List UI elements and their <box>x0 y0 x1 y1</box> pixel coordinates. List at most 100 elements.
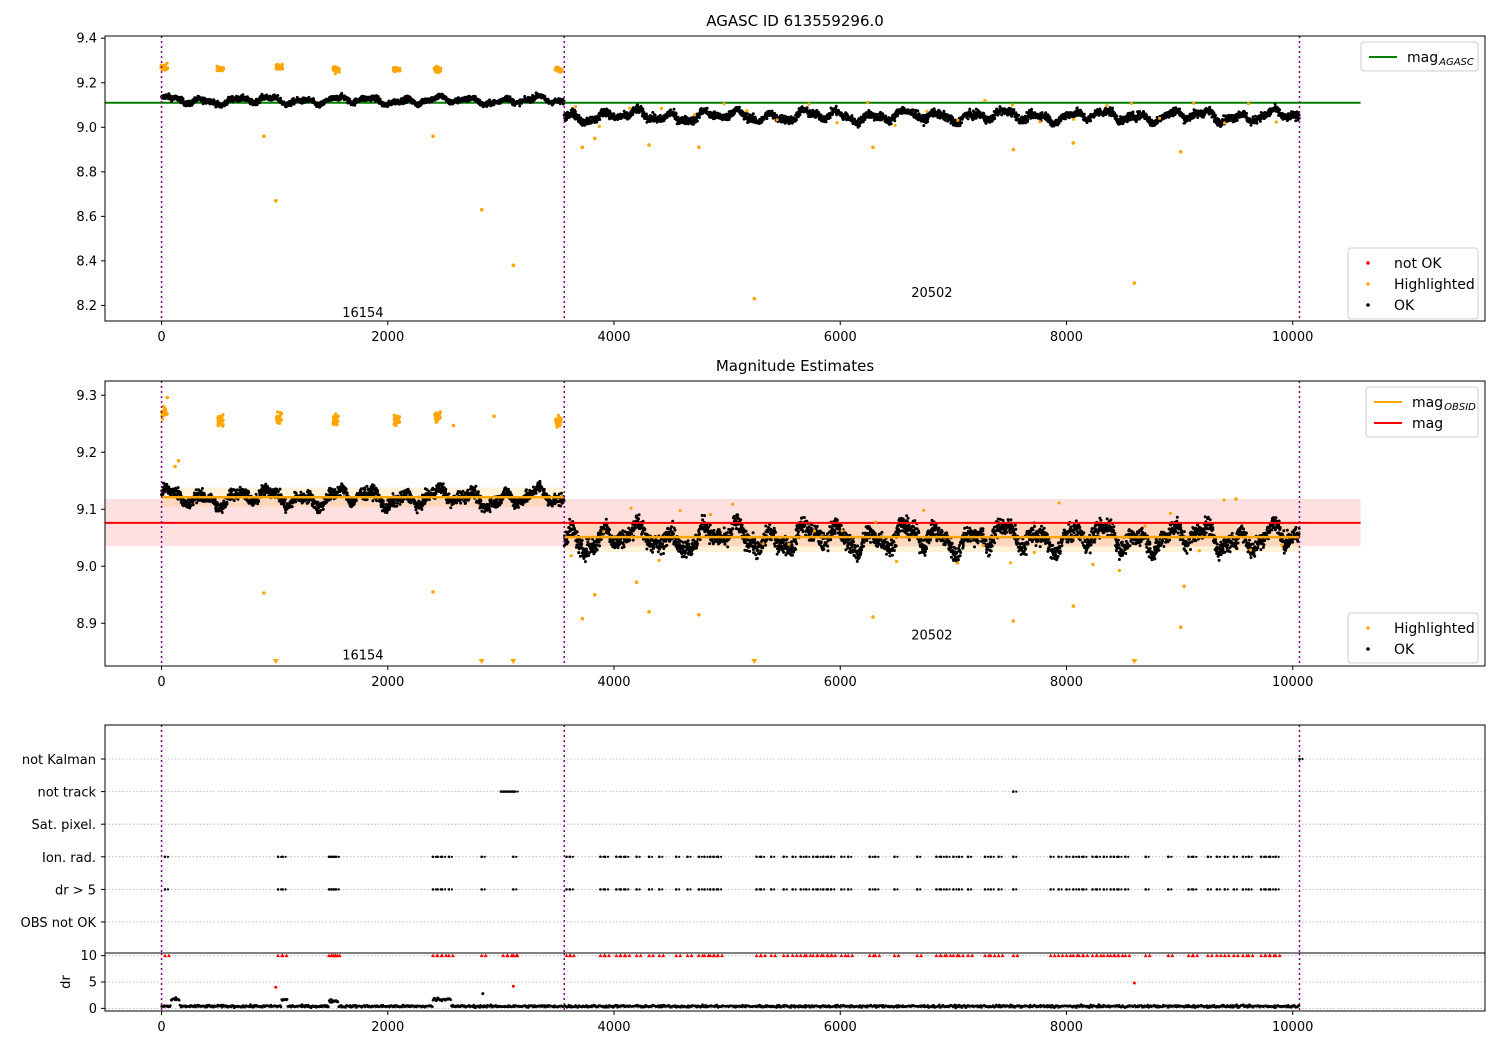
highlighted-point <box>558 70 563 74</box>
x-tick-label: 4000 <box>597 330 630 345</box>
highlighted-point <box>1129 101 1133 105</box>
highlighted-point <box>925 109 929 113</box>
highlighted-point <box>956 118 960 122</box>
ok-point <box>1178 107 1182 111</box>
ok-point <box>1278 108 1282 112</box>
highlighted-point <box>835 121 839 125</box>
ok-point <box>1245 111 1248 115</box>
ok-point <box>598 118 602 121</box>
ok-point <box>1131 110 1135 114</box>
ok-point <box>1030 107 1033 111</box>
ok-point <box>176 486 180 490</box>
ok-point <box>922 124 926 128</box>
ok-point <box>917 113 921 117</box>
highlighted-point <box>433 66 437 70</box>
ok-point <box>573 110 577 114</box>
highlighted-point <box>1158 116 1162 120</box>
ok-point <box>916 109 920 113</box>
obsid-annotation: 20502 <box>911 286 952 301</box>
ok-point <box>751 112 755 116</box>
ok-point <box>960 121 964 125</box>
ok-point <box>1110 106 1114 110</box>
ok-point <box>966 117 970 121</box>
ok-point <box>276 94 280 97</box>
ok-point <box>669 108 672 112</box>
highlighted-outlier <box>431 134 435 138</box>
highlighted-point <box>436 66 441 70</box>
ok-point <box>1213 113 1217 117</box>
ok-point <box>1208 105 1212 109</box>
ok-point <box>473 95 477 98</box>
ok-point <box>926 117 930 121</box>
ok-point <box>798 113 802 117</box>
ok-point <box>697 116 701 119</box>
highlighted-outlier <box>580 145 585 150</box>
highlighted-point <box>1247 102 1251 106</box>
highlighted-outlier <box>274 199 278 203</box>
legend-label-subscript: AGASC <box>1438 57 1474 68</box>
ok-point <box>674 112 678 116</box>
legend-dot-swatch <box>1366 282 1370 286</box>
ok-point <box>993 116 997 120</box>
legend-dot-swatch <box>1366 303 1370 307</box>
highlighted-point <box>866 100 870 104</box>
ok-point <box>571 107 574 111</box>
ok-point <box>241 93 245 97</box>
highlighted-point <box>1038 120 1042 124</box>
ok-point <box>695 119 699 123</box>
highlighted-point <box>983 99 987 103</box>
highlighted-point <box>437 70 441 74</box>
ok-point <box>1249 123 1253 127</box>
x-tick-label: 6000 <box>824 330 857 345</box>
ok-point <box>257 101 261 105</box>
highlighted-outlier <box>262 134 266 138</box>
x-tick-label: 10000 <box>1272 330 1313 345</box>
ok-point <box>653 113 657 117</box>
highlighted-point <box>215 64 219 68</box>
highlighted-point <box>745 109 749 113</box>
y-tick-label: 9.0 <box>76 121 97 136</box>
ok-point <box>1017 113 1021 117</box>
ok-point <box>893 119 897 123</box>
x-tick-label: 8000 <box>1050 330 1083 345</box>
highlighted-point <box>332 67 336 71</box>
ok-point <box>858 124 862 128</box>
highlighted-point <box>775 118 779 122</box>
highlighted-outlier <box>1071 141 1076 145</box>
ok-point <box>794 118 798 122</box>
ok-point <box>529 100 533 104</box>
ok-point <box>1089 119 1092 123</box>
legend-label: Highlighted <box>1394 277 1475 293</box>
x-tick-label: 0 <box>157 330 165 345</box>
highlighted-point <box>597 124 601 128</box>
highlighted-outlier <box>593 136 597 141</box>
legend-label: not OK <box>1394 256 1442 272</box>
ok-point <box>765 117 769 121</box>
highlighted-outlier <box>1011 147 1016 152</box>
y-tick-label: 9.4 <box>76 32 97 47</box>
ok-point <box>884 114 888 118</box>
y-tick-label: 8.4 <box>76 254 97 269</box>
highlighted-point <box>280 62 284 66</box>
ok-point <box>775 114 779 117</box>
highlighted-point <box>337 70 341 74</box>
highlighted-point <box>807 102 811 106</box>
ok-point <box>1115 114 1119 118</box>
ok-point <box>512 98 515 102</box>
ok-point <box>518 104 522 108</box>
highlighted-point <box>659 106 664 110</box>
y-tick-label: 9.2 <box>76 76 97 91</box>
y-tick-label: 8.6 <box>76 210 97 225</box>
ok-point <box>488 98 492 102</box>
highlighted-point <box>1072 117 1076 121</box>
ok-point <box>1258 119 1262 123</box>
highlighted-point <box>557 67 561 71</box>
ok-point <box>805 106 809 110</box>
highlighted-point <box>554 67 558 72</box>
highlighted-outlier <box>479 207 484 212</box>
highlighted-point <box>1105 104 1109 108</box>
ok-point <box>672 107 676 111</box>
